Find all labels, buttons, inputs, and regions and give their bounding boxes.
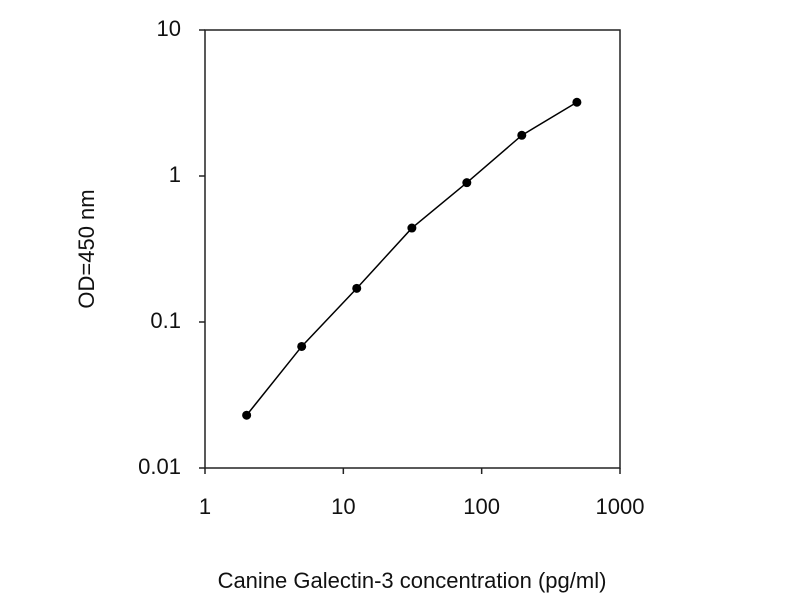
y-axis-label: OD=450 nm	[74, 189, 99, 308]
data-point	[297, 341, 307, 351]
x-axis-label: Canine Galectin-3 concentration (pg/ml)	[218, 568, 607, 593]
x-tick-label: 1000	[596, 494, 645, 519]
data-line	[246, 101, 578, 416]
y-tick-label: 0.1	[150, 308, 181, 333]
y-tick-label: 0.01	[138, 454, 181, 479]
x-tick-label: 10	[331, 494, 355, 519]
data-point	[242, 410, 252, 420]
x-tick-label: 100	[463, 494, 500, 519]
plot-frame	[204, 29, 621, 469]
x-tick-label: 1	[199, 494, 211, 519]
data-point	[517, 130, 527, 140]
data-point	[407, 223, 417, 233]
y-tick-label: 1	[169, 162, 181, 187]
data-point	[462, 178, 472, 188]
y-tick-label: 10	[157, 16, 181, 41]
data-point	[572, 97, 582, 107]
data-point	[352, 283, 362, 293]
